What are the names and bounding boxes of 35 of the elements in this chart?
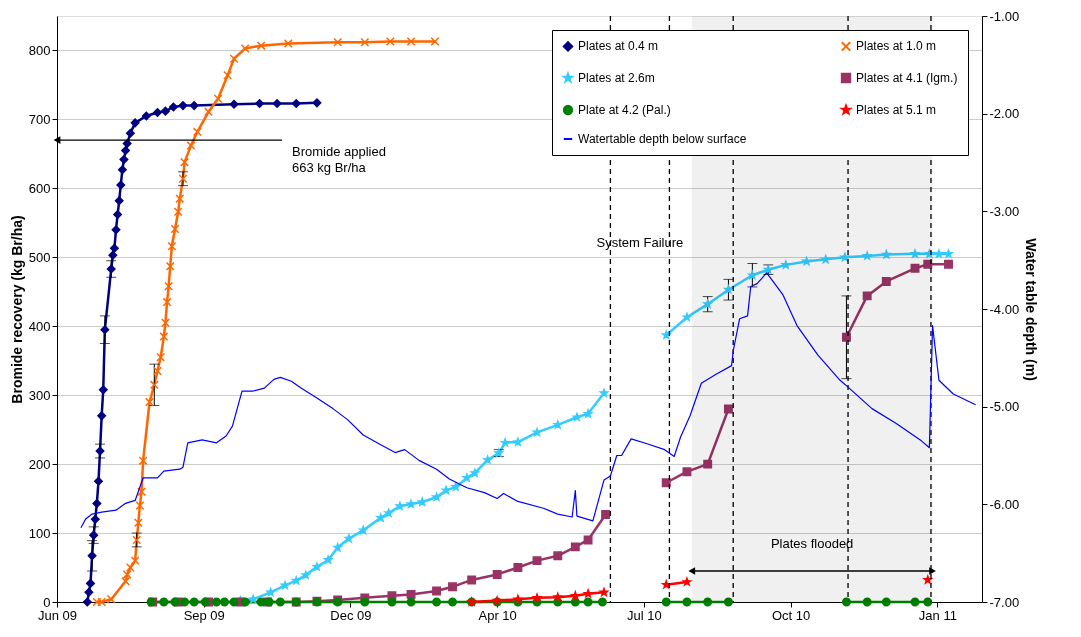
y-tick-label: 600	[28, 180, 51, 196]
y2-tick-label: -5.00	[989, 399, 1020, 415]
legend-label: Plates at 5.1 m	[856, 103, 937, 117]
y-tick-label: 300	[28, 387, 51, 403]
y2-tick-label: -7.00	[989, 594, 1020, 610]
y2-tick-label: -4.00	[989, 301, 1020, 317]
y-tick-label: 800	[28, 42, 51, 58]
x-tick-label: Sep 09	[183, 607, 225, 623]
y-tick-label: 400	[28, 318, 51, 334]
annotation: System Failure	[596, 235, 684, 250]
y-tick-label: 0	[43, 594, 51, 610]
y2-tick-label: -6.00	[989, 496, 1020, 512]
y-axis-title: Bromide recovery (kg Br/ha)	[8, 215, 25, 404]
legend-label: Plate at 4.2 (Pal.)	[578, 103, 671, 117]
x-tick-label: Jun 09	[37, 607, 78, 623]
legend-label: Watertable depth below surface	[578, 132, 747, 146]
y-tick-label: 200	[28, 456, 51, 472]
x-tick-label: Apr 10	[478, 607, 517, 623]
y2-tick-label: -1.00	[989, 8, 1020, 24]
y-tick-label: 500	[28, 249, 51, 265]
x-tick-label: Dec 09	[330, 607, 372, 623]
legend-label: Plates at 0.4 m	[578, 39, 659, 54]
legend-label: Plates at 4.1 (Igm.)	[856, 71, 958, 85]
legend-label: Plates at 1.0 m	[856, 39, 937, 54]
x-tick-label: Jan 11	[918, 607, 957, 623]
y2-axis-title: Water table depth (m)	[1023, 238, 1040, 381]
legend-label: Plates at 2.6m	[578, 71, 655, 85]
annotation: Bromide applied 663 kg Br/ha	[292, 144, 386, 176]
y-tick-label: 700	[28, 111, 51, 127]
x-tick-label: Oct 10	[771, 607, 811, 623]
x-tick-label: Jul 10	[627, 607, 662, 623]
band-label: Plates flooded	[770, 536, 854, 551]
y2-tick-label: -3.00	[989, 203, 1020, 219]
y-tick-label: 100	[28, 525, 51, 541]
y2-tick-label: -2.00	[989, 106, 1020, 122]
